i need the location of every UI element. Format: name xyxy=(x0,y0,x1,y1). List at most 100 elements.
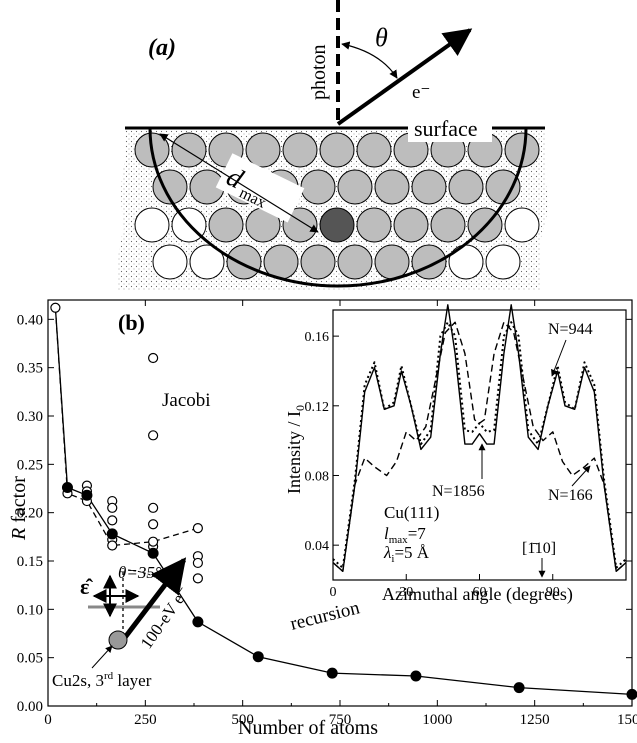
main-series xyxy=(50,302,637,700)
lmax-italic: l xyxy=(384,524,389,543)
theta-arc-small xyxy=(127,569,164,583)
emitter-text: Cu2s, 3 xyxy=(52,671,104,690)
recursion-point xyxy=(106,528,118,540)
panel-a-diagram: surface photon e⁻ θ (a) d max xyxy=(117,0,548,290)
lmax-sub: max xyxy=(389,534,408,546)
y-tick-label: 0.30 xyxy=(17,409,43,425)
lattice-atom xyxy=(374,169,410,205)
lattice-atom xyxy=(448,244,484,280)
lattice-atom xyxy=(393,207,429,243)
jacobi-point xyxy=(107,540,118,551)
lattice-atom xyxy=(504,132,540,168)
lattice-atom xyxy=(504,207,540,243)
emitter-superscript: rd xyxy=(104,670,114,682)
lattice-atom xyxy=(485,169,521,205)
inset-y-tick-label: 0.08 xyxy=(305,469,330,484)
jacobi-point xyxy=(50,302,61,313)
beam-annotation: 100-eV e⁻ xyxy=(137,583,194,652)
photon-direction-arrow xyxy=(121,557,187,642)
electron-label: e⁻ xyxy=(412,82,430,103)
y-tick-label: 0.00 xyxy=(17,699,43,715)
dmax-arrow xyxy=(159,133,319,233)
recursion-point xyxy=(626,688,637,700)
lattice-atom xyxy=(319,132,355,168)
inset-series xyxy=(332,304,627,572)
lattice-atom xyxy=(337,244,373,280)
recursion-annotation: recursion xyxy=(288,597,362,635)
epsilon-annotation: ε̂ xyxy=(80,574,93,599)
jacobi-point xyxy=(148,536,159,547)
lambda-italic: λ xyxy=(383,543,391,562)
y-axis-label: R factor xyxy=(8,476,30,541)
n944-pointer xyxy=(551,339,567,377)
lmax-value: =7 xyxy=(408,524,427,543)
lattice-atom xyxy=(430,207,466,243)
material-annotation: Cu(111) xyxy=(384,503,439,522)
recursion-point xyxy=(252,651,264,663)
jacobi-line xyxy=(54,307,199,547)
lattice-atom xyxy=(208,207,244,243)
photon-label: photon xyxy=(308,44,330,100)
recursion-point xyxy=(192,616,204,628)
emitter-pointer xyxy=(91,645,113,669)
inset-y-label-text: Intensity / I xyxy=(284,411,304,494)
lattice-atom xyxy=(485,244,521,280)
x-tick-label: 500 xyxy=(231,712,254,728)
y-tick-label: 0.05 xyxy=(17,651,43,667)
y-tick-label: 0.15 xyxy=(17,554,43,570)
inset-frame xyxy=(332,309,627,581)
inset-y-tick-label: 0.12 xyxy=(305,400,330,415)
x-tick-label: 1250 xyxy=(520,712,550,728)
beam-geometry-schematic: θ=35° ε̂ 100-eV e⁻ Cu2s, 3rd layer xyxy=(52,557,194,690)
lattice-atom xyxy=(356,132,392,168)
recursion-point xyxy=(61,482,73,494)
y-tick-label: 0.10 xyxy=(17,602,43,618)
panel-b-label: (b) xyxy=(118,310,145,335)
jacobi-point xyxy=(148,430,159,441)
inset-x-tick-label: 90 xyxy=(546,585,560,600)
emitter-suffix: layer xyxy=(113,671,152,690)
inset-x-label: Azimuthal angle (degrees) xyxy=(382,584,573,605)
n166-annotation: N=166 xyxy=(548,487,593,504)
x-axis-label: Number of atoms xyxy=(238,717,378,739)
lambda-value: =5 Å xyxy=(394,543,429,562)
x-tick-label: 1000 xyxy=(422,712,452,728)
lattice-atom xyxy=(337,169,373,205)
inset-y-label: Intensity / I0 xyxy=(284,405,307,494)
lambda-sub: i xyxy=(391,553,394,565)
inset-x-tick-label: 60 xyxy=(473,585,487,600)
theta-arc xyxy=(341,41,398,79)
jacobi-point xyxy=(148,352,159,364)
lattice-atom xyxy=(374,244,410,280)
y-tick-label: 0.35 xyxy=(17,361,43,377)
recursion-point xyxy=(513,682,525,694)
lattice-atom xyxy=(226,244,262,280)
lattice-atom xyxy=(152,244,188,280)
azimuthal-intensity-inset: 0 30 60 90 0.04 0.08 0.12 0.16 Azimuthal angle … xyxy=(284,304,627,605)
inset-y-tick-label: 0.16 xyxy=(305,330,330,345)
jacobi-annotation: Jacobi xyxy=(162,390,211,411)
inset-curve-n-1856 xyxy=(332,304,627,572)
inset-curve-n-166 xyxy=(332,321,627,572)
y-tick-label: 0.20 xyxy=(17,506,43,522)
y-tick-label: 0.40 xyxy=(17,312,43,328)
jacobi-point xyxy=(192,573,203,584)
x-tick-label: 0 xyxy=(44,712,52,728)
recursion-point xyxy=(147,547,159,559)
inset-tick-labels: 0 30 60 90 0.04 0.08 0.12 0.16 xyxy=(305,330,560,600)
theta-annotation: θ=35° xyxy=(118,563,162,582)
panel-a-label: (a) xyxy=(148,35,176,61)
lattice-atom xyxy=(411,244,447,280)
y-tick-label: 0.25 xyxy=(17,457,43,473)
inset-x-tick-label: 30 xyxy=(399,585,413,600)
n944-annotation: N=944 xyxy=(548,321,593,338)
inset-y-label-sub: 0 xyxy=(293,405,307,411)
lattice-atom xyxy=(300,244,336,280)
lattice-atom xyxy=(189,244,225,280)
jacobi-point xyxy=(148,519,159,530)
lambda-annotation: λi=5 Å xyxy=(383,543,430,565)
lattice-atom xyxy=(448,169,484,205)
emitter-atom-a xyxy=(319,207,355,243)
